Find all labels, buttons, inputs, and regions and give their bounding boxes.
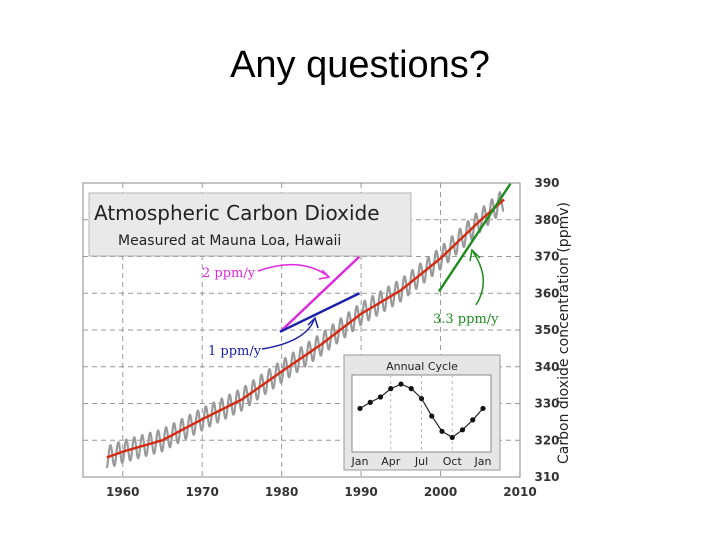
- chart-title: Atmospheric Carbon Dioxide: [94, 201, 380, 225]
- trend-arrowhead-1ppm: [307, 316, 319, 329]
- y-tick-label: 390: [534, 176, 559, 190]
- trend-line-1ppm: [279, 292, 361, 333]
- trend-line-3-3ppm: [437, 183, 512, 293]
- series-monthly-line: [105, 191, 505, 469]
- x-tick-label: 2010: [503, 485, 536, 499]
- trend-arrowhead-3-3ppm: [469, 248, 481, 262]
- inset-point: [408, 386, 414, 392]
- inset-point: [480, 405, 486, 412]
- inset-point: [367, 399, 373, 405]
- y-tick-label: 340: [534, 360, 559, 374]
- x-tick-label: 2000: [424, 485, 457, 499]
- inset-point: [377, 394, 384, 400]
- inset-point: [398, 381, 404, 387]
- trend-label-2ppm: 2 ppm/y: [202, 266, 256, 281]
- inset-point: [470, 417, 476, 423]
- x-tick-label: 1970: [185, 485, 218, 499]
- y-axis-label: Carbon dioxide concentration (ppmv): [556, 202, 572, 464]
- y-tick-label: 310: [534, 470, 559, 484]
- inset-point: [418, 395, 425, 402]
- inset-x-label: Apr: [381, 455, 401, 468]
- inset-x-label: Jan: [474, 455, 492, 468]
- slide-title: Any questions?: [230, 44, 490, 86]
- inset-point: [439, 428, 445, 434]
- series-annual-mean-line: [106, 198, 505, 459]
- inset-point: [429, 413, 435, 419]
- inset-point: [357, 405, 363, 412]
- inset-point: [449, 434, 455, 441]
- inset-x-label: Jul: [414, 455, 428, 468]
- trend-arrowhead-2ppm: [318, 269, 331, 280]
- trend-line-2ppm: [279, 255, 361, 333]
- trend-label-3-3ppm: 3.3 ppm/y: [433, 312, 499, 327]
- inset-x-label: Oct: [443, 455, 463, 468]
- inset-point: [388, 386, 394, 392]
- x-tick-label: 1980: [265, 485, 298, 499]
- inset-point: [459, 427, 466, 433]
- inset-x-label: Jan: [351, 455, 369, 468]
- y-tick-label: 320: [534, 433, 559, 447]
- trend-arrow-3-3ppm: [472, 251, 484, 306]
- x-tick-label: 1960: [106, 485, 139, 499]
- chart-title-box: [88, 192, 412, 257]
- y-tick-label: 360: [534, 286, 559, 300]
- y-tick-label: 370: [534, 250, 559, 264]
- trend-label-1ppm: 1 ppm/y: [208, 344, 262, 359]
- y-tick-label: 380: [534, 213, 559, 227]
- x-tick-label: 1990: [344, 485, 377, 499]
- y-tick-label: 350: [534, 323, 559, 337]
- trend-arrow-1ppm: [261, 319, 315, 350]
- y-tick-label: 330: [534, 397, 559, 411]
- trend-arrow-2ppm: [257, 263, 329, 277]
- inset-title: Annual Cycle: [386, 360, 458, 373]
- chart-subtitle: Measured at Mauna Loa, Hawaii: [118, 233, 341, 249]
